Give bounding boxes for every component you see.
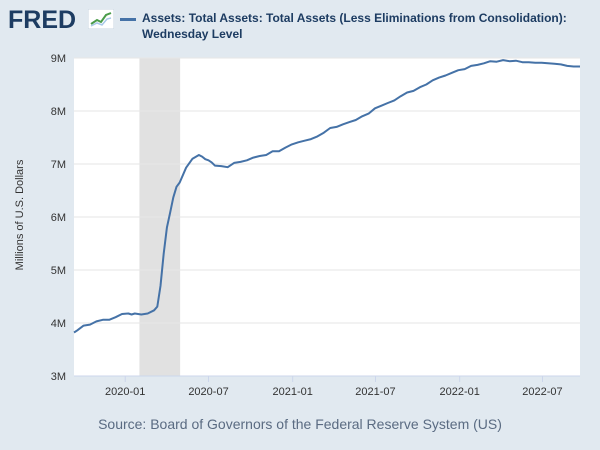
x-tick-label: 2022-01 xyxy=(439,386,479,398)
y-tick-label: 6M xyxy=(51,212,66,224)
legend-series-label[interactable]: Assets: Total Assets: Total Assets (Less… xyxy=(142,11,567,41)
y-tick-label: 8M xyxy=(51,106,66,118)
x-tick-label: 2021-07 xyxy=(355,386,395,398)
trend-line-icon xyxy=(88,9,114,29)
y-tick-label: 9M xyxy=(51,53,66,65)
legend-series-swatch xyxy=(120,18,136,21)
chart-header: FRED Assets: Total Assets: Total Assets … xyxy=(0,0,600,52)
y-tick-label: 3M xyxy=(51,371,66,383)
y-tick-label: 4M xyxy=(51,318,66,330)
x-axis-ticks: 2020-01 2020-07 2021-01 2021-07 2022-01 2022-… xyxy=(74,375,580,398)
y-axis-ticks: 3M 4M 5M 6M 7M 8M 9M xyxy=(51,53,66,383)
x-tick-label: 2021-01 xyxy=(272,386,312,398)
y-tick-label: 7M xyxy=(51,159,66,171)
source-note: Source: Board of Governors of the Federa… xyxy=(98,416,502,432)
series-layer xyxy=(73,59,580,334)
y-tick-label: 5M xyxy=(51,265,66,277)
series-line[interactable] xyxy=(73,59,580,334)
x-tick-label: 2020-07 xyxy=(188,386,228,398)
x-tick-label: 2022-07 xyxy=(522,386,562,398)
fred-logo[interactable]: FRED xyxy=(8,6,77,34)
x-tick-label: 2020-01 xyxy=(105,386,145,398)
